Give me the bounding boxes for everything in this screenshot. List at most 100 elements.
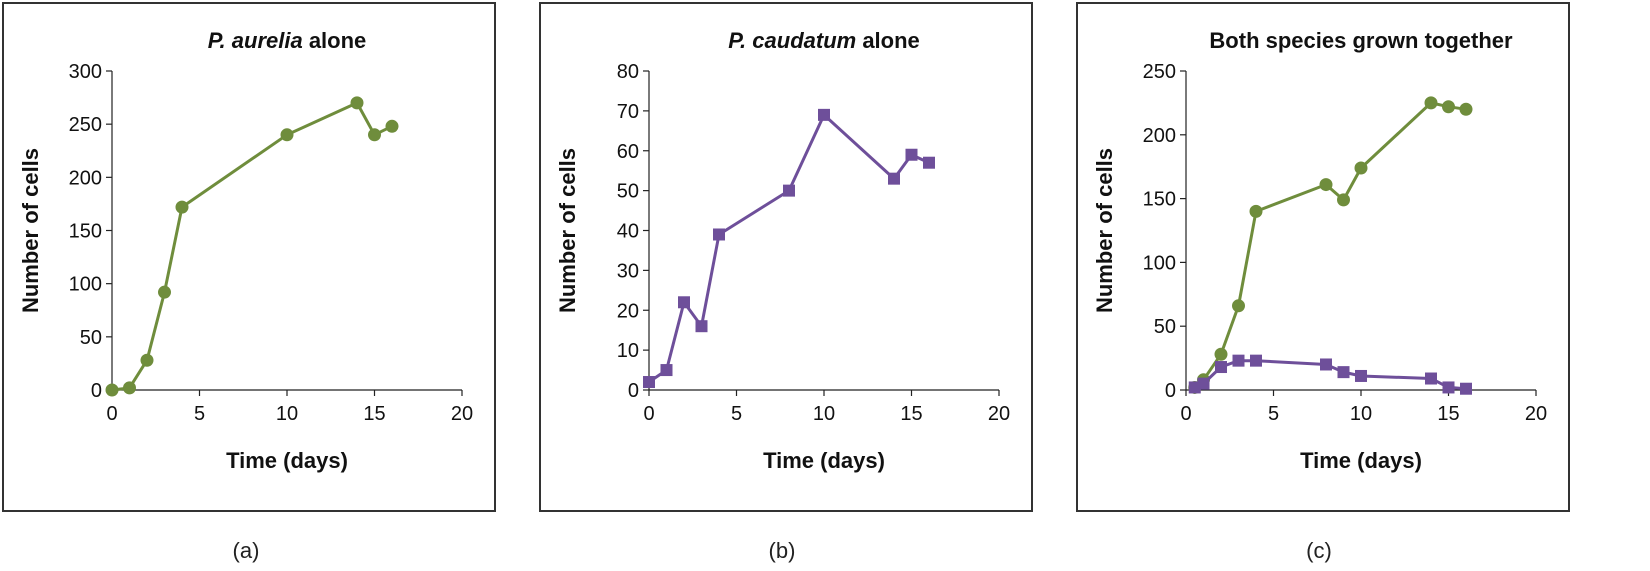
data-point-purple [1215,361,1227,374]
y-tick-label: 70 [617,101,639,123]
data-point-green [1249,204,1263,218]
y-tick-label: 250 [1143,61,1176,83]
y-tick-label: 30 [617,260,639,282]
chart-title: Both species grown together [1209,28,1513,53]
chart-title-part: alone [303,28,367,53]
x-axis-label: Time (days) [226,448,348,473]
chart-title-part: alone [856,28,920,53]
series-line-purple [648,113,930,384]
y-tick-label: 20 [617,300,639,322]
data-point-green [105,383,119,397]
caption-c: (c) [1306,538,1332,563]
y-tick-label: 80 [617,61,639,83]
chart-panel-b: P. caudatum alone 0 10 20 30 40 50 60 70 80 0 5 10 15… [539,2,1033,512]
chart-c: Both species grown together0501001502002… [1092,28,1547,473]
data-point-green [1337,193,1350,207]
y-tick-label: 200 [1143,125,1176,147]
y-tick-label: 100 [69,274,102,296]
y-tick-label: 150 [69,221,102,243]
chart-panel-a: P. aurelia alone 0 50 100 150 200 250 300 0 5 10 15… [2,2,496,512]
data-point-purple [923,156,935,169]
data-point-purple [1250,354,1262,367]
data-point-purple [713,228,725,241]
x-tick-label: 0 [1180,403,1191,425]
data-point-purple [643,376,655,389]
y-tick-label: 300 [69,61,102,83]
data-point-green [1354,161,1368,175]
y-tick-label: 0 [1165,380,1176,402]
x-tick-label: 15 [900,403,922,425]
data-point-green [1459,102,1473,116]
chart-panel-c: Both species grown together 0 50 100 150 200 2… [1076,2,1570,512]
chart-title-part: P. caudatum [728,28,856,53]
x-tick-label: 0 [643,403,654,425]
data-point-green [123,381,136,395]
x-tick-label: 20 [988,403,1010,425]
y-tick-label: 50 [80,327,102,349]
data-point-purple [1442,381,1455,394]
chart-title: P. aurelia alone [208,28,367,53]
x-tick-label: 0 [106,403,117,425]
data-point-purple [888,172,900,185]
y-tick-label: 0 [628,380,639,402]
x-tick-label: 20 [451,403,473,425]
data-point-purple [678,296,690,309]
data-point-green [1319,178,1333,192]
y-tick-label: 40 [617,221,639,243]
data-point-purple [1425,372,1437,385]
y-tick-label: 100 [1143,252,1176,274]
y-axis-label: Number of cells [555,148,580,313]
x-tick-label: 20 [1525,403,1547,425]
data-point-green [140,353,154,367]
x-tick-label: 5 [194,403,205,425]
caption-a: (a) [232,538,260,563]
x-tick-label: 15 [1437,403,1459,425]
data-point-purple [1460,382,1472,395]
y-tick-label: 50 [1154,316,1176,338]
data-point-purple [818,108,830,121]
x-tick-label: 5 [731,403,742,425]
chart-b: P. caudatum alone 0 10 20 30 40 50 60 70 80 0 5 10 15… [555,28,1010,473]
data-point-purple [1337,366,1350,379]
x-tick-label: 10 [276,403,298,425]
data-point-green [1214,347,1228,361]
chart-a: P. aurelia alone 0 50 100 150 200 250 300 0 5 10 15… [18,28,473,473]
y-tick-label: 50 [617,181,639,203]
x-tick-label: 5 [1268,403,1279,425]
data-point-purple [660,364,673,377]
x-axis-label: Time (days) [1300,448,1422,473]
y-tick-label: 200 [69,167,102,189]
data-point-purple [1232,354,1245,367]
data-point-purple [905,148,918,161]
data-point-green [1232,299,1245,313]
data-point-purple [783,184,795,197]
y-tick-label: 0 [91,380,102,402]
data-point-green [280,128,294,142]
series-line-green [111,101,393,392]
y-tick-label: 10 [617,340,639,362]
data-point-green [385,119,399,133]
x-tick-label: 10 [1350,403,1372,425]
data-point-green [175,200,189,214]
y-axis-label: Number of cells [1092,148,1117,313]
data-point-green [1442,100,1455,114]
data-point-green [158,285,171,299]
series-line-green [1193,101,1467,389]
chart-title: P. caudatum alone [728,28,920,53]
y-tick-label: 150 [1143,189,1176,211]
data-point-purple [695,320,708,333]
data-point-green [368,128,381,142]
data-point-purple [1320,358,1332,371]
x-tick-label: 10 [813,403,835,425]
data-point-green [1424,96,1438,110]
chart-title-part: Both species grown together [1209,28,1513,53]
y-axis-label: Number of cells [18,148,43,313]
data-point-purple [1355,369,1367,382]
caption-b: (b) [768,538,796,563]
y-tick-label: 60 [617,141,639,163]
chart-title-part: P. aurelia [208,28,303,53]
x-axis-label: Time (days) [763,448,885,473]
data-point-green [350,96,364,110]
y-tick-label: 250 [69,114,102,136]
data-point-purple [1197,377,1210,390]
